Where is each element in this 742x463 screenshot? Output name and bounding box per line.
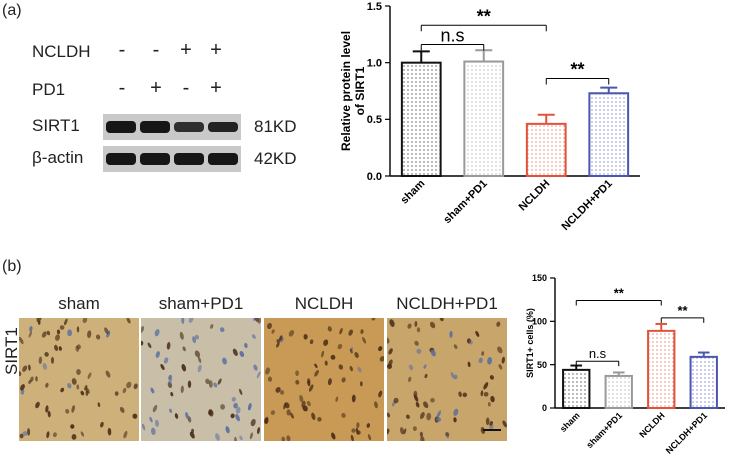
condition-label-ncldh: NCLDH — [32, 42, 91, 61]
blot-band — [140, 153, 170, 165]
condition-sign: - — [118, 77, 126, 99]
x-tick-label: sham — [399, 177, 428, 206]
ihc-image-title: sham — [58, 294, 100, 313]
ihc-image — [19, 318, 139, 441]
bar-sham — [400, 61, 442, 178]
blot-band — [208, 153, 238, 165]
x-tick-label: NCLDH+PD1 — [664, 410, 709, 455]
molecular-weight-label: 81KD — [254, 117, 297, 136]
bar-sham — [562, 368, 591, 410]
condition-sign: + — [210, 39, 222, 61]
x-tick-label: NCLDH+PD1 — [559, 178, 614, 233]
significance-label: n.s — [589, 346, 607, 361]
x-tick-label: NCLDH — [517, 178, 553, 214]
condition-sign: + — [210, 77, 222, 99]
condition-sign: - — [152, 39, 160, 61]
ihc-image — [264, 318, 384, 441]
ihc-image-title: sham+PD1 — [158, 294, 244, 313]
y-axis-label: Relative protein level — [339, 31, 353, 151]
x-tick-label: sham+PD1 — [441, 178, 489, 226]
bar-sham-pd1 — [463, 60, 505, 177]
condition-sign: - — [118, 39, 126, 61]
ihc-image-title: NCLDH — [294, 294, 354, 313]
blot-band — [106, 153, 136, 165]
bar-ncldh-pd1 — [588, 92, 630, 177]
panel-b-label: (b) — [2, 258, 22, 275]
blot-band — [106, 121, 136, 133]
condition-sign: + — [180, 39, 192, 61]
x-tick-label: sham+PD1 — [584, 410, 624, 450]
x-tick-label: sham — [558, 410, 582, 434]
condition-sign: - — [182, 77, 190, 99]
y-tick-label: 0.5 — [367, 114, 382, 126]
ihc-image-title: NCLDH+PD1 — [396, 294, 498, 313]
y-tick-label: 1.5 — [367, 1, 382, 13]
x-tick-label: NCLDH — [637, 410, 666, 439]
significance-label: ** — [477, 6, 491, 26]
significance-label: ** — [614, 286, 625, 301]
blot-band — [174, 153, 204, 165]
blot-band — [140, 121, 170, 133]
ihc-image — [141, 318, 261, 441]
y-tick-label: 100 — [532, 316, 547, 326]
y-tick-label: 1.0 — [367, 58, 382, 70]
y-axis-label: SIRT1+ cells (%) — [525, 308, 535, 378]
blot-label: SIRT1 — [32, 116, 80, 135]
condition-label-pd1: PD1 — [32, 80, 66, 99]
blot-label: β-actin — [32, 148, 84, 167]
y-tick-label: 0.0 — [367, 171, 382, 183]
ihc-image — [387, 318, 507, 441]
molecular-weight-label: 42KD — [254, 149, 297, 168]
significance-label: ** — [570, 60, 584, 80]
y-tick-label: 0 — [542, 403, 547, 413]
bar-ncldh-pd1 — [689, 355, 718, 410]
chart-a-sirt1-protein: 0.0 0.5 1.0 1.5 Relative protein level of SIR… — [339, 1, 640, 233]
significance-label: ** — [677, 303, 688, 318]
bar-ncldh — [525, 122, 567, 178]
bar-sham-pd1 — [604, 374, 633, 409]
bar-ncldh — [647, 329, 676, 409]
y-tick-label: 50 — [537, 360, 547, 370]
blot-band — [174, 122, 204, 132]
y-axis-label: of SIRT1 — [353, 66, 367, 115]
panel-a-label: (a) — [2, 2, 22, 19]
significance-label: n.s — [440, 26, 464, 46]
blot-band — [208, 121, 238, 133]
chart-b-sirt1-cells: 0 50 100 150 SIRT1+ cells (%) sham sham+PD1 NCL… — [525, 273, 725, 456]
condition-sign: + — [150, 77, 162, 99]
y-tick-label: 150 — [532, 273, 547, 283]
